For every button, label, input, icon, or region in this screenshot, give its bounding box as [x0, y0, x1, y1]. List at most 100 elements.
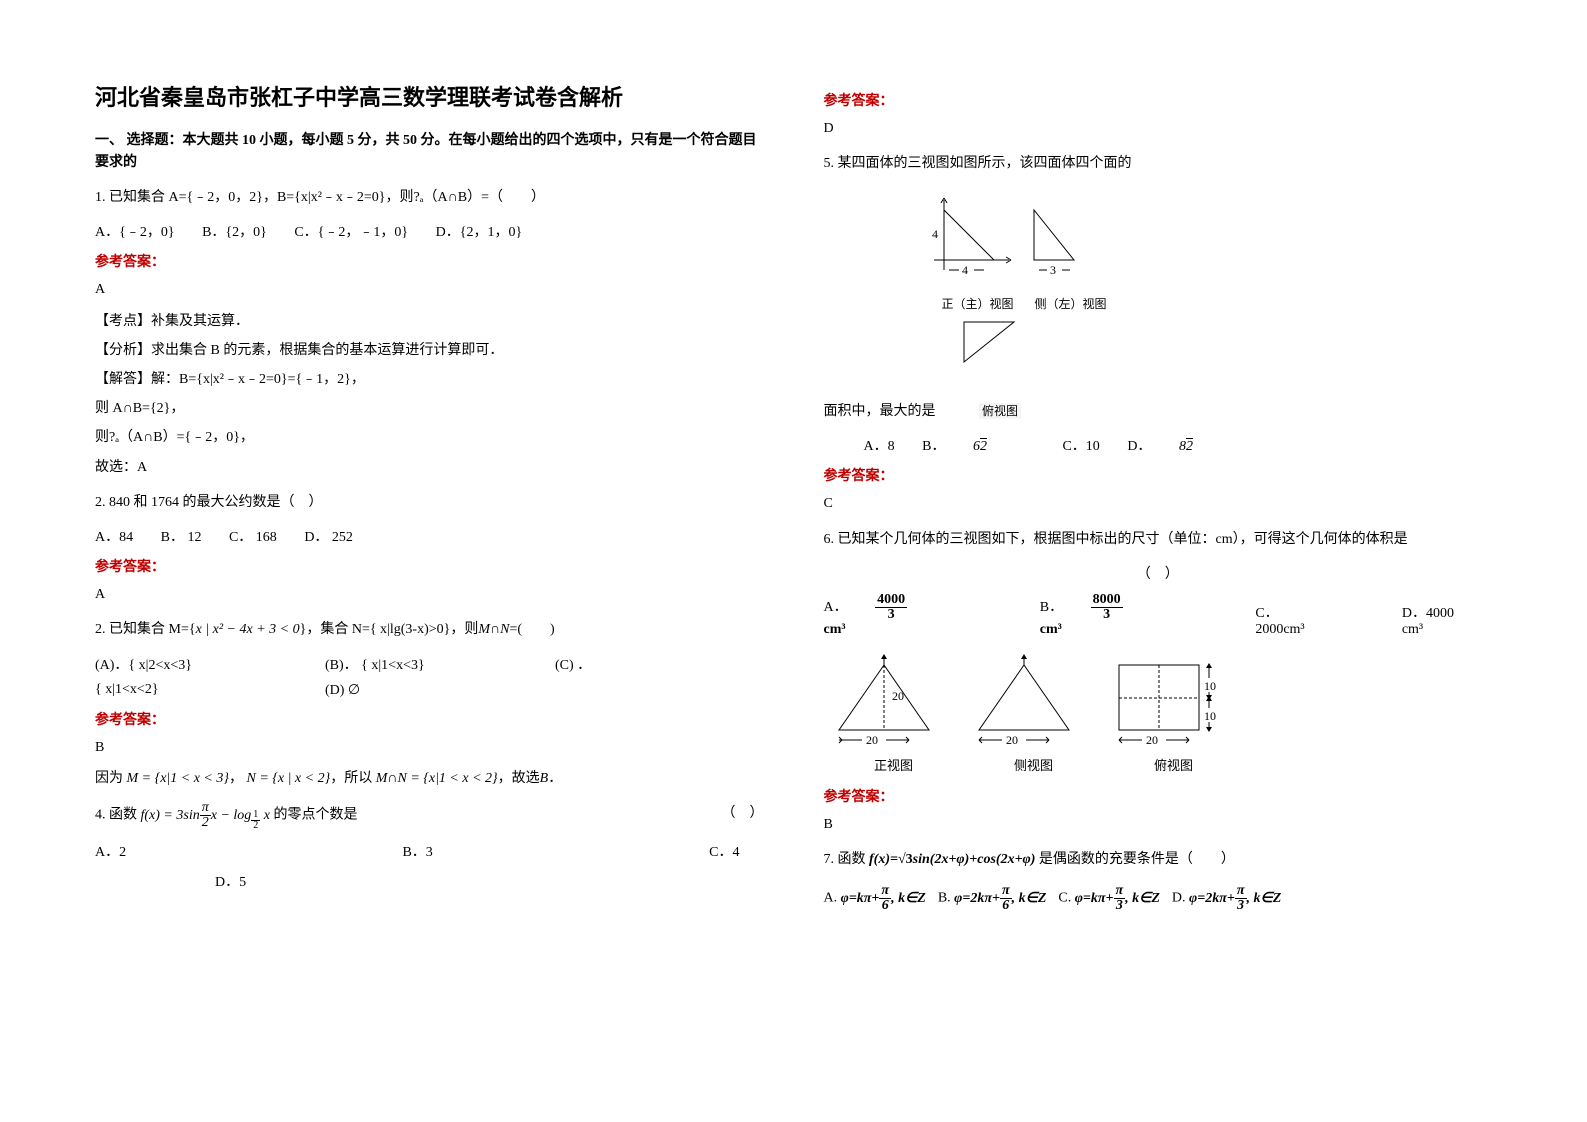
- q5-front-side-svg: 4 4 3: [924, 190, 1104, 290]
- q3-answer: B: [95, 735, 764, 760]
- question-3-stem: 2. 已知集合 M={x | x² − 4x + 3 < 0}，集合 N={ x…: [95, 617, 764, 644]
- q3-reason-pre: 因为: [95, 771, 123, 786]
- q6-b-unit: cm³: [1040, 622, 1062, 637]
- q6-a-num: 4000: [875, 593, 907, 608]
- q5-answer: C: [824, 491, 1493, 516]
- q7-b-label: B.: [938, 891, 951, 906]
- q5-opt-a: A．8: [864, 439, 895, 454]
- q2-answer-label: 参考答案：: [95, 556, 764, 576]
- q6-paren: （ ）: [824, 563, 1493, 583]
- q1-answer: A: [95, 277, 764, 302]
- q4-pre: 4. 函数: [95, 808, 137, 823]
- svg-text:4: 4: [932, 227, 938, 241]
- q5-d-label: D．: [1127, 439, 1151, 454]
- q5-b-label: B．: [922, 439, 945, 454]
- q3-reason-m: M = {x|1 < x < 3}: [127, 771, 229, 786]
- svg-text:20: 20: [866, 733, 878, 747]
- question-7-stem: 7. 函数 f(x)=√3sin(2x+φ)+cos(2x+φ) 是偶函数的充要…: [824, 847, 1493, 874]
- q7-pre: 7. 函数: [824, 852, 866, 867]
- svg-text:20: 20: [892, 689, 904, 703]
- q3-reason: 因为 M = {x|1 < x < 3}， N = {x | x < 2}，所以…: [95, 766, 764, 791]
- q7-opt-a: A. φ=kπ+π6, k∈Z: [824, 884, 926, 913]
- q2-opt-c: C． 168: [229, 530, 277, 545]
- q1-opt-d: D．{2，1，0}: [436, 225, 523, 240]
- question-6-stem: 6. 已知某个几何体的三视图如下，根据图中标出的尺寸（单位：cm），可得这个几何…: [824, 527, 1493, 554]
- question-7-options: A. φ=kπ+π6, k∈Z B. φ=2kπ+π6, k∈Z C. φ=kπ…: [824, 884, 1493, 913]
- q5-answer-label: 参考答案：: [824, 465, 1493, 485]
- exam-title: 河北省秦皇岛市张杠子中学高三数学理联考试卷含解析: [95, 80, 764, 112]
- q3-reason-n: N = {x | x < 2}: [246, 771, 330, 786]
- question-2-stem: 2. 840 和 1764 的最大公约数是（ ）: [95, 490, 764, 517]
- q7-opt-b: B. φ=2kπ+π6, k∈Z: [938, 884, 1047, 913]
- q3-mid1: }，集合 N={ x|lg(3-x)>0}，则: [300, 622, 479, 637]
- question-1-options: A．{﹣2，0} B．{2，0} C．{﹣2，﹣1，0} D．{2，1，0}: [95, 221, 764, 241]
- q6-front-label: 正视图: [824, 755, 964, 774]
- q6-opt-b: B． 80003cm³: [1040, 593, 1172, 638]
- q3-opt-c: (C) ．: [555, 654, 755, 674]
- q6-top-label: 俯视图: [1104, 755, 1244, 774]
- q6-opt-c: C．2000cm³: [1255, 602, 1318, 638]
- q5-front-label: 正（主）视图: [942, 297, 1014, 311]
- q6-diagram: 20 20 正视图 20 侧视图: [824, 650, 1493, 774]
- question-3-options-row2: { x|1<x<2} (D) ∅: [95, 682, 764, 699]
- q3-opt-a: (A)．{ x|2<x<3}: [95, 654, 295, 674]
- q7-formula: f(x)=√3sin(2x+φ)+cos(2x+φ): [869, 852, 1035, 867]
- q3-opt-d: (D) ∅: [325, 682, 525, 699]
- q5-tail-text: 面积中，最大的是: [824, 404, 936, 419]
- q1-expl-5: 则?ₐ（A∩B）={﹣2，0}，: [95, 425, 764, 450]
- q1-opt-b: B．{2，0}: [202, 225, 267, 240]
- svg-text:20: 20: [1006, 733, 1018, 747]
- q6-front: 20 20 正视图: [824, 650, 964, 774]
- q6-opt-d: D．4000 cm³: [1402, 602, 1468, 638]
- question-5-options: A．8 B． 62 C．10 D． 82: [864, 435, 1493, 455]
- svg-text:3: 3: [1050, 263, 1056, 277]
- q7-opt-d: D. φ=2kπ+π3, k∈Z: [1172, 884, 1281, 913]
- q1-opt-a: A．{﹣2，0}: [95, 225, 175, 240]
- q1-expl-4: 则 A∩B={2}，: [95, 396, 764, 421]
- q7-a-label: A.: [824, 891, 838, 906]
- q3-formula-m: x | x² − 4x + 3 < 0: [196, 622, 300, 637]
- question-5-stem: 5. 某四面体的三视图如图所示，该四面体四个面的: [824, 151, 1493, 178]
- question-2-options: A．84 B． 12 C． 168 D． 252: [95, 526, 764, 546]
- left-column: 河北省秦皇岛市张杠子中学高三数学理联考试卷含解析 一、 选择题：本大题共 10 …: [95, 80, 764, 913]
- q6-answer-label: 参考答案：: [824, 786, 1493, 806]
- q7-post: 是偶函数的充要条件是（ ）: [1039, 852, 1235, 867]
- q6-a-label: A．: [824, 600, 848, 615]
- q6-a-unit: cm³: [824, 622, 846, 637]
- question-4-options: A．2 B．3 C．4: [95, 841, 764, 861]
- section-header: 一、 选择题：本大题共 10 小题，每小题 5 分，共 50 分。在每小题给出的…: [95, 130, 764, 175]
- question-5-tail: 面积中，最大的是 俯视图: [824, 399, 1493, 426]
- q6-top: 10 10 20 俯视图: [1104, 650, 1244, 774]
- q2-opt-a: A．84: [95, 530, 133, 545]
- q5-side-label: 侧（左）视图: [1035, 297, 1107, 311]
- q5-opt-c: C．10: [1062, 439, 1099, 454]
- page-columns: 河北省秦皇岛市张杠子中学高三数学理联考试卷含解析 一、 选择题：本大题共 10 …: [95, 80, 1492, 913]
- q6-a-den: 3: [875, 608, 907, 622]
- q1-answer-label: 参考答案：: [95, 251, 764, 271]
- q6-b-label: B．: [1040, 600, 1063, 615]
- question-6-options: A． 40003 cm³ B． 80003cm³ C．2000cm³ D．4000…: [824, 593, 1493, 638]
- q6-answer: B: [824, 812, 1493, 837]
- q1-expl-3: 【解答】解：B={x|x²﹣x﹣2=0}={﹣1，2}，: [95, 367, 764, 392]
- q4-formula: f(x) = 3sinπ2x − log12 x: [141, 808, 274, 823]
- q6-side: 20 侧视图: [964, 650, 1104, 774]
- q3-opt-b: (B)． { x|1<x<3}: [325, 654, 525, 674]
- q5-opt-b: B． 62: [922, 439, 1035, 454]
- svg-text:20: 20: [1146, 733, 1158, 747]
- q3-reason-sep1: ，: [229, 771, 243, 786]
- q5-opt-d: D． 82: [1127, 439, 1241, 454]
- q3-pre: 2. 已知集合 M={: [95, 622, 196, 637]
- q5-top-svg: [954, 312, 1054, 382]
- q5-d-val: 82: [1179, 439, 1217, 454]
- q3-reason-mid: ，所以: [330, 771, 372, 786]
- q4-opt-c: C．4: [709, 841, 739, 861]
- q3-opt-c2: { x|1<x<2}: [95, 682, 295, 699]
- q3-reason-mn: M∩N = {x|1 < x < 2}: [376, 771, 498, 786]
- question-3-options: (A)．{ x|2<x<3} (B)． { x|1<x<3} (C) ．: [95, 654, 764, 674]
- svg-text:10: 10: [1204, 709, 1216, 723]
- q3-reason-end: ，故选: [498, 771, 540, 786]
- q6-side-label: 侧视图: [964, 755, 1104, 774]
- question-1-stem: 1. 已知集合 A={﹣2，0，2}，B={x|x²﹣x﹣2=0}，则?ₐ（A∩…: [95, 185, 764, 212]
- q2-answer: A: [95, 582, 764, 607]
- q4-opt-a: A．2: [95, 841, 126, 861]
